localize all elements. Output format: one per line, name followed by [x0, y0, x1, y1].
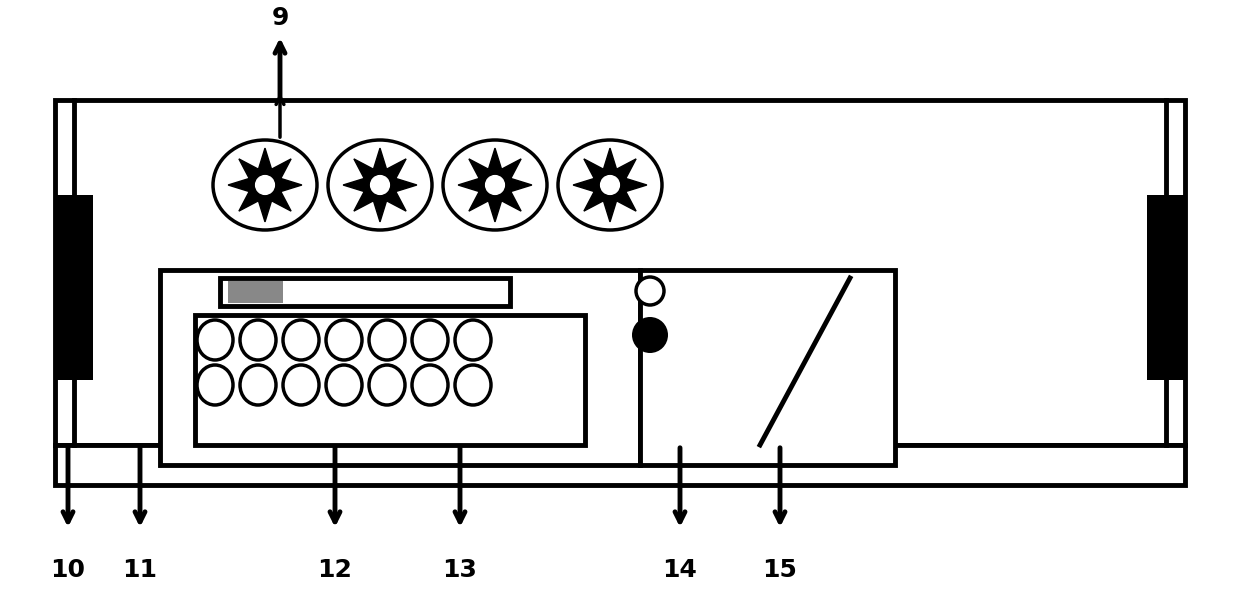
Bar [219, 278, 510, 306]
Text: 13: 13 [443, 558, 477, 582]
Ellipse shape [241, 365, 277, 405]
Ellipse shape [197, 365, 233, 405]
Ellipse shape [443, 140, 547, 230]
Bar [55, 445, 1185, 485]
Text: 15: 15 [763, 558, 797, 582]
Ellipse shape [241, 320, 277, 360]
Ellipse shape [558, 140, 662, 230]
Text: 10: 10 [51, 558, 86, 582]
Circle shape [255, 175, 274, 194]
Ellipse shape [326, 365, 362, 405]
Circle shape [486, 175, 505, 194]
Polygon shape [343, 148, 417, 222]
Polygon shape [573, 148, 647, 222]
Ellipse shape [412, 365, 448, 405]
Ellipse shape [329, 140, 432, 230]
Ellipse shape [370, 365, 405, 405]
Ellipse shape [455, 320, 491, 360]
Ellipse shape [370, 320, 405, 360]
Bar [228, 281, 283, 303]
Ellipse shape [412, 320, 448, 360]
Ellipse shape [326, 320, 362, 360]
Text: 11: 11 [123, 558, 157, 582]
Circle shape [636, 277, 663, 305]
Circle shape [371, 175, 389, 194]
Circle shape [632, 317, 668, 353]
Bar [640, 270, 895, 465]
Ellipse shape [283, 320, 319, 360]
Ellipse shape [283, 365, 319, 405]
Bar [55, 100, 1185, 445]
Ellipse shape [455, 365, 491, 405]
Bar [195, 315, 585, 445]
Bar [1147, 195, 1185, 380]
Polygon shape [458, 148, 532, 222]
Text: 14: 14 [662, 558, 697, 582]
Bar [160, 270, 640, 465]
Circle shape [600, 175, 620, 194]
Polygon shape [228, 148, 301, 222]
Bar [55, 195, 93, 380]
Ellipse shape [197, 320, 233, 360]
Text: 12: 12 [317, 558, 352, 582]
Ellipse shape [213, 140, 317, 230]
Text: 9: 9 [272, 6, 289, 30]
